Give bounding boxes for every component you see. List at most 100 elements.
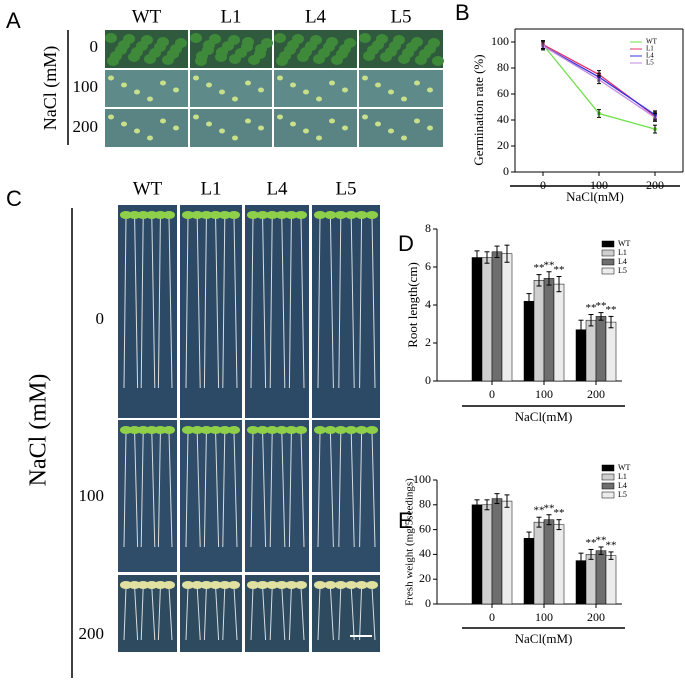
leaf [218, 581, 231, 589]
leaf [154, 581, 167, 589]
legend-label: WT [646, 38, 658, 46]
root [215, 431, 220, 548]
photo [312, 205, 380, 418]
seedling [228, 35, 240, 45]
panel-label: C [6, 186, 22, 211]
root [215, 586, 220, 641]
y-tick-label: 100 [413, 472, 431, 486]
row-label: 100 [73, 77, 99, 96]
y-tick-label: 40 [419, 546, 431, 560]
legend-label: WT [618, 463, 631, 472]
root [196, 586, 201, 641]
seedling [277, 75, 283, 81]
x-tick-label: 0 [489, 610, 495, 624]
seedling [123, 34, 135, 44]
root [222, 431, 226, 548]
leaf [266, 211, 279, 219]
leaf [228, 581, 240, 589]
bar [605, 555, 617, 605]
seedling [316, 96, 322, 102]
legend-swatch [601, 249, 615, 257]
seedling [128, 52, 140, 62]
seedling [195, 56, 207, 66]
y-tick-label: 0 [425, 373, 431, 387]
leaf [200, 211, 213, 219]
leaf [285, 211, 298, 219]
legend-swatch [601, 473, 615, 481]
seedling [206, 82, 212, 88]
seedling [323, 42, 335, 52]
leaf [128, 581, 141, 589]
root [168, 216, 173, 389]
y-tick-label: 4 [425, 297, 431, 311]
seedling [277, 114, 283, 120]
seedling [393, 35, 405, 45]
root [359, 431, 363, 548]
leaf [163, 211, 175, 219]
y-tick-label: 80 [419, 497, 431, 511]
leaf [137, 426, 150, 434]
root [359, 586, 363, 641]
seedling [134, 89, 140, 95]
root [329, 431, 334, 548]
root [233, 586, 238, 641]
bar [501, 253, 513, 382]
root [203, 431, 207, 548]
leaf [355, 426, 368, 434]
leaf [145, 581, 158, 589]
root [140, 431, 144, 548]
root [250, 586, 254, 641]
seedling [292, 34, 304, 44]
seedling [108, 75, 114, 81]
seedling [388, 128, 394, 134]
leaf [200, 426, 213, 434]
leaf [247, 211, 259, 219]
seedling [367, 45, 379, 55]
leaf [266, 581, 279, 589]
root [157, 586, 161, 641]
photo [245, 420, 309, 572]
leaf [209, 211, 222, 219]
seedling [303, 89, 309, 95]
seedling [232, 96, 238, 102]
photo [245, 205, 309, 418]
seedling [160, 118, 166, 124]
seedling [375, 82, 381, 88]
leaf [314, 426, 326, 434]
bar [481, 504, 493, 605]
leaf [314, 211, 326, 219]
root [123, 216, 127, 389]
legend-swatch [601, 240, 615, 248]
root [185, 431, 189, 548]
root [151, 431, 156, 548]
seedling [193, 114, 199, 120]
legend-label: L4 [646, 52, 654, 60]
root [157, 431, 161, 548]
leaf [218, 426, 231, 434]
root [359, 216, 363, 389]
leaf [191, 426, 204, 434]
seedling [362, 114, 368, 120]
root [233, 216, 238, 389]
photo [312, 420, 380, 572]
seedling [428, 38, 440, 48]
legend-label: L1 [618, 472, 627, 481]
leaf [163, 426, 175, 434]
root [196, 431, 201, 548]
root [300, 431, 305, 548]
root [371, 586, 376, 641]
leaf [285, 426, 298, 434]
leaf [191, 581, 204, 589]
seedling [359, 33, 371, 43]
column-label: WT [133, 178, 163, 199]
root [140, 216, 144, 389]
leaf [191, 211, 204, 219]
seedling [254, 49, 266, 59]
bar [553, 283, 565, 382]
leaf [154, 211, 167, 219]
seedling [202, 45, 214, 55]
root [338, 216, 342, 389]
significance: ** [586, 537, 597, 549]
leaf [209, 426, 222, 434]
column-label: L4 [266, 178, 288, 199]
